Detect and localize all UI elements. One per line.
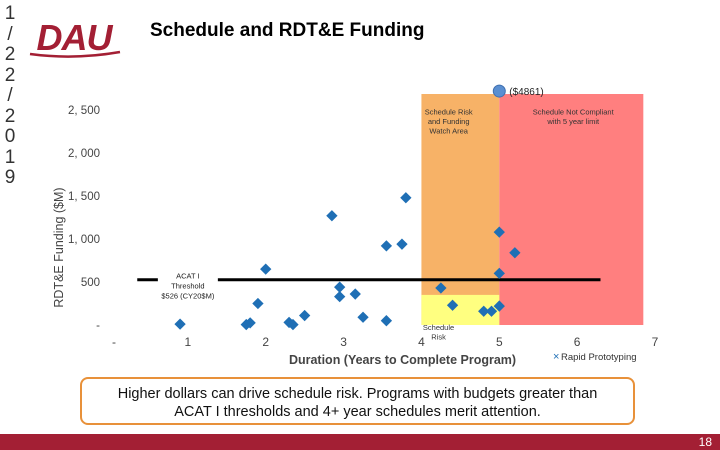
x-tick-label: 6 xyxy=(574,335,581,349)
footer-bar xyxy=(0,434,720,450)
zone-label-noncompliant: with 5 year limit xyxy=(546,117,600,126)
data-point xyxy=(357,311,369,323)
y-tick-label: 1, 500 xyxy=(68,191,100,203)
zone-watch xyxy=(421,94,500,325)
data-point xyxy=(493,226,505,238)
x-tick-label: 3 xyxy=(340,335,347,349)
outlier-label: ($4861) xyxy=(509,87,543,98)
zone-label-watch: Watch Area xyxy=(429,126,468,135)
data-point xyxy=(334,290,346,303)
zone-label-risk: Risk xyxy=(431,333,446,342)
data-point xyxy=(380,240,393,252)
outlier-point xyxy=(492,84,506,98)
data-point xyxy=(334,281,346,293)
date-stamp: 1 / 2 2 / 2 0 1 9 xyxy=(2,3,18,189)
legend-label: Rapid Prototyping xyxy=(561,352,637,363)
data-point xyxy=(485,305,498,317)
data-point xyxy=(260,263,272,275)
zone-label-watch: and Funding xyxy=(428,117,470,126)
data-point xyxy=(478,305,490,317)
page-title: Schedule and RDT&E Funding xyxy=(150,20,425,41)
data-point xyxy=(326,210,338,222)
x-tick-label: 2 xyxy=(262,335,269,349)
data-point xyxy=(446,299,459,311)
zone-label-risk: Schedule xyxy=(423,323,454,332)
data-point xyxy=(493,267,505,280)
y-tick-label: 2, 500 xyxy=(68,105,100,117)
data-point xyxy=(380,315,393,327)
data-point xyxy=(244,317,256,329)
data-point xyxy=(435,282,447,294)
legend-symbol: × xyxy=(553,351,559,363)
callout-box: Higher dollars can drive schedule risk. … xyxy=(80,377,635,425)
dau-logo: DAU xyxy=(29,17,121,58)
threshold-label: Threshold xyxy=(171,281,204,290)
y-tick-label: 2, 000 xyxy=(68,148,100,160)
y-tick-label: 1, 000 xyxy=(68,234,100,246)
date-char: 1 xyxy=(4,146,16,168)
x-tick-label: 7 xyxy=(652,335,659,349)
x-tick-label: 5 xyxy=(496,335,503,349)
date-char: 1 xyxy=(4,3,16,24)
data-point xyxy=(396,238,408,250)
data-point xyxy=(493,300,505,312)
threshold-label: $526 (CY20$M) xyxy=(161,291,214,300)
date-char: 2 xyxy=(4,44,16,65)
y-tick-label: 500 xyxy=(81,277,100,289)
data-point xyxy=(400,192,412,204)
data-point xyxy=(287,318,299,331)
date-char: / xyxy=(7,85,13,106)
zone-label-noncompliant: Schedule Not Compliant xyxy=(533,107,615,116)
dau-logo-text: DAU xyxy=(37,17,114,58)
data-point xyxy=(509,247,521,259)
threshold-label-bg xyxy=(157,269,218,305)
x-tick-label: - xyxy=(112,335,116,349)
x-tick-label: 4 xyxy=(418,335,425,349)
callout-line: Higher dollars can drive schedule risk. … xyxy=(117,386,598,402)
zone-noncompliant xyxy=(499,94,644,325)
data-point xyxy=(174,318,186,330)
x-tick-label: 1 xyxy=(185,335,192,349)
date-char: / xyxy=(7,23,13,45)
y-axis-label: RDT&E Funding ($M) xyxy=(52,187,66,307)
data-point xyxy=(349,288,361,300)
x-axis-label: Duration (Years to Complete Program) xyxy=(289,353,516,367)
logo-swoosh-icon xyxy=(29,50,121,58)
date-char: 2 xyxy=(4,105,16,127)
data-point xyxy=(252,297,264,310)
y-tick-label: - xyxy=(96,320,100,332)
threshold-label: ACAT I xyxy=(176,271,199,280)
page-number: 18 xyxy=(698,435,712,449)
date-char: 2 xyxy=(4,64,16,86)
data-point xyxy=(298,309,311,322)
date-char: 0 xyxy=(4,126,16,147)
date-char: 9 xyxy=(4,167,16,188)
zone-label-watch: Schedule Risk xyxy=(425,107,473,116)
callout-line: ACAT I thresholds and 4+ year schedules … xyxy=(174,404,541,420)
